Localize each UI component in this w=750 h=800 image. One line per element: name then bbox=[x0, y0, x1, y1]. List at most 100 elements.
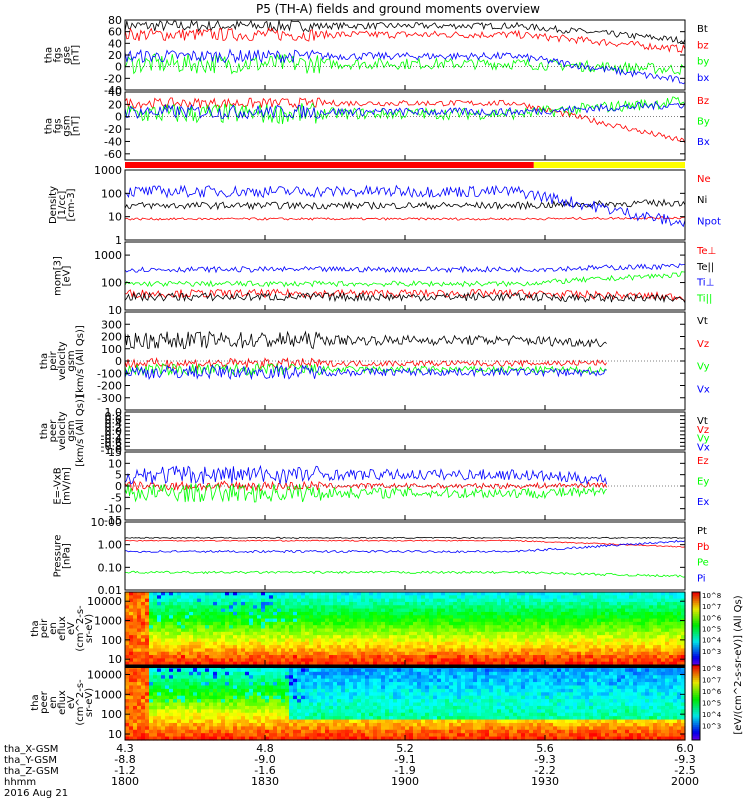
heatmap-cell bbox=[461, 608, 466, 613]
heatmap-cell bbox=[201, 712, 206, 717]
heatmap-cell bbox=[281, 702, 286, 707]
heatmap-cell bbox=[421, 661, 426, 666]
heatmap-cell bbox=[261, 719, 266, 724]
heatmap-cell bbox=[321, 719, 326, 724]
heatmap-cell bbox=[217, 729, 222, 734]
heatmap-cell bbox=[485, 605, 490, 610]
heatmap-cell bbox=[309, 625, 314, 630]
heatmap-cell bbox=[537, 595, 542, 600]
heatmap-cell bbox=[433, 645, 438, 650]
heatmap-cell bbox=[329, 625, 334, 630]
y-tick-label: 10000 bbox=[87, 595, 122, 608]
heatmap-cell bbox=[473, 598, 478, 603]
heatmap-cell bbox=[301, 675, 306, 680]
series-Ne bbox=[124, 216, 686, 221]
heatmap-cell bbox=[333, 658, 338, 663]
heatmap-cell bbox=[365, 611, 370, 616]
heatmap-cell bbox=[221, 716, 226, 721]
heatmap-cell bbox=[233, 605, 238, 610]
heatmap-cell bbox=[245, 641, 250, 646]
heatmap-cell bbox=[225, 705, 230, 710]
heatmap-cell bbox=[177, 658, 182, 663]
heatmap-cell bbox=[221, 611, 226, 616]
heatmap-cell bbox=[517, 592, 522, 596]
heatmap-cell bbox=[161, 611, 166, 616]
heatmap-cell bbox=[377, 699, 382, 704]
heatmap-cell bbox=[285, 675, 290, 680]
heatmap-cell bbox=[133, 658, 138, 663]
heatmap-cell bbox=[253, 695, 258, 700]
heatmap-cell bbox=[297, 655, 302, 659]
heatmap-cell bbox=[269, 699, 274, 704]
heatmap-cell bbox=[401, 641, 406, 646]
heatmap-cell bbox=[465, 592, 470, 596]
heatmap-cell bbox=[241, 625, 246, 630]
heatmap-cell bbox=[201, 592, 206, 596]
heatmap-cell bbox=[425, 645, 430, 650]
heatmap-cell bbox=[497, 615, 502, 620]
heatmap-cell bbox=[589, 628, 594, 633]
heatmap-cell bbox=[313, 595, 318, 600]
heatmap-cell bbox=[369, 601, 374, 606]
heatmap-cell bbox=[421, 621, 426, 626]
heatmap-cell bbox=[253, 692, 258, 697]
heatmap-cell bbox=[401, 709, 406, 714]
heatmap-cell bbox=[317, 658, 322, 663]
heatmap-cell bbox=[317, 635, 322, 640]
heatmap-cell bbox=[281, 685, 286, 690]
heatmap-cell bbox=[221, 709, 226, 714]
heatmap-cell bbox=[437, 645, 442, 650]
heatmap-cell bbox=[457, 655, 462, 659]
heatmap-cell bbox=[273, 615, 278, 620]
heatmap-cell bbox=[125, 671, 130, 676]
heatmap-cell bbox=[533, 605, 538, 610]
heatmap-cell bbox=[545, 638, 550, 643]
heatmap-cell bbox=[525, 635, 530, 640]
heatmap-cell bbox=[541, 651, 546, 656]
heatmap-cell bbox=[337, 641, 342, 646]
heatmap-cell bbox=[141, 625, 146, 630]
heatmap-cell bbox=[257, 685, 262, 690]
heatmap-cell bbox=[273, 705, 278, 710]
heatmap-cell bbox=[569, 598, 574, 603]
heatmap-cell bbox=[145, 675, 150, 680]
heatmap-cell bbox=[357, 651, 362, 656]
heatmap-cell bbox=[285, 648, 290, 653]
heatmap-cell bbox=[289, 661, 294, 666]
heatmap-cell bbox=[353, 635, 358, 640]
heatmap-cell bbox=[405, 692, 410, 697]
heatmap-cell bbox=[149, 608, 154, 613]
heatmap-cell bbox=[461, 655, 466, 659]
heatmap-cell bbox=[409, 621, 414, 626]
heatmap-cell bbox=[229, 671, 234, 676]
heatmap-cell bbox=[185, 709, 190, 714]
heatmap-cell bbox=[281, 682, 286, 687]
heatmap-cell bbox=[429, 641, 434, 646]
heatmap-cell bbox=[605, 645, 610, 650]
heatmap-cell bbox=[469, 598, 474, 603]
heatmap-cell bbox=[401, 726, 406, 731]
heatmap-cell bbox=[277, 655, 282, 659]
heatmap-cell bbox=[125, 678, 130, 683]
y-tick-label: -0.6 bbox=[101, 436, 122, 449]
heatmap-cell bbox=[129, 729, 134, 734]
heatmap-cell bbox=[129, 722, 134, 727]
heatmap-cell bbox=[561, 661, 566, 666]
heatmap-cell bbox=[377, 675, 382, 680]
heatmap-cell bbox=[165, 705, 170, 710]
series-Pi bbox=[124, 539, 686, 554]
heatmap-cell bbox=[565, 635, 570, 640]
heatmap-cell bbox=[321, 675, 326, 680]
heatmap-cell bbox=[465, 651, 470, 656]
heatmap-cell bbox=[525, 625, 530, 630]
heatmap-cell bbox=[129, 668, 134, 673]
heatmap-cell bbox=[353, 648, 358, 653]
heatmap-cell bbox=[257, 675, 262, 680]
heatmap-cell bbox=[281, 598, 286, 603]
heatmap-cell bbox=[545, 605, 550, 610]
heatmap-cell bbox=[557, 661, 562, 666]
heatmap-cell bbox=[169, 705, 174, 710]
heatmap-cell bbox=[397, 621, 402, 626]
heatmap-cell bbox=[313, 628, 318, 633]
heatmap-cell bbox=[365, 631, 370, 636]
